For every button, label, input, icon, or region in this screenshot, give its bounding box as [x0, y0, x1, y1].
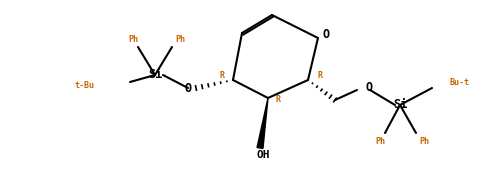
Text: O: O — [364, 81, 371, 95]
Text: R: R — [219, 71, 224, 81]
Text: Bu-t: Bu-t — [449, 79, 469, 88]
Text: O: O — [322, 28, 329, 42]
Text: t-Bu: t-Bu — [75, 81, 95, 91]
Text: Ph: Ph — [418, 137, 428, 146]
Text: O: O — [184, 83, 192, 96]
Polygon shape — [257, 98, 267, 148]
Text: Ph: Ph — [175, 35, 184, 45]
Text: R: R — [275, 96, 280, 105]
Text: Si: Si — [392, 98, 407, 112]
Text: Ph: Ph — [374, 137, 384, 146]
Text: OH: OH — [256, 150, 269, 160]
Text: Ph: Ph — [128, 35, 138, 45]
Text: R: R — [317, 71, 322, 81]
Text: Si: Si — [147, 69, 162, 81]
